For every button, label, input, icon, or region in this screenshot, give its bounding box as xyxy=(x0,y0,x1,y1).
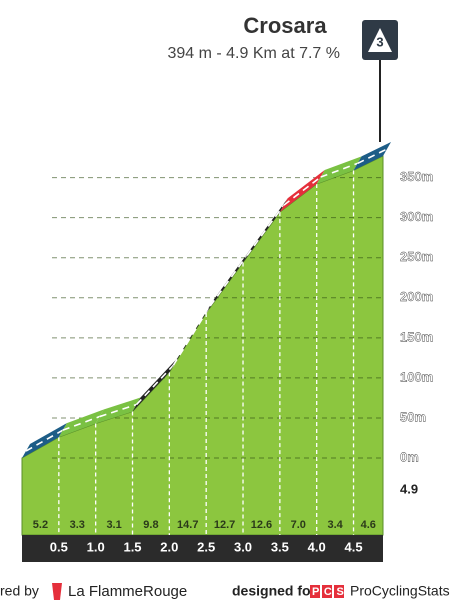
gradient-label: 3.3 xyxy=(70,519,85,531)
road-centerline xyxy=(357,148,388,165)
road-segment xyxy=(58,409,104,438)
road-segment xyxy=(22,423,67,458)
footer-text: designed for xyxy=(232,583,317,599)
x-tick-label: 4.0 xyxy=(308,539,326,554)
y-tick-label: 0m xyxy=(400,449,419,464)
gradient-label: 7.0 xyxy=(291,519,306,531)
road-segment xyxy=(279,170,325,213)
plot: 0m 50m 100m 150m 200m 250m 300m 350m 0.5 1.0 1.5 2.… xyxy=(21,20,433,562)
pcs-box xyxy=(322,585,332,598)
x-tick-label: 4.5 xyxy=(344,539,362,554)
road-centerline xyxy=(62,415,100,431)
brand-logo xyxy=(52,583,62,600)
brand-name: La FlammeRouge xyxy=(68,583,187,600)
elevation-area xyxy=(21,155,384,536)
gradient-label: 14.7 xyxy=(177,519,198,531)
base-band xyxy=(22,535,383,562)
pcs-box xyxy=(334,585,344,598)
y-tick-label: 350m xyxy=(400,169,433,184)
y-tick-label: 150m xyxy=(400,329,433,344)
road-centerline xyxy=(283,176,322,206)
chart-subtitle: 394 m - 4.9 Km at 7.7 % xyxy=(167,45,340,62)
gradient-label: 4.6 xyxy=(361,519,376,531)
total-distance: 4.9 xyxy=(400,481,418,496)
road-centerline xyxy=(209,255,248,307)
gradient-label: 5.2 xyxy=(33,519,48,531)
road-centerline xyxy=(246,204,285,257)
x-tick-label: 1.5 xyxy=(123,539,141,554)
gradient-label: 12.7 xyxy=(214,519,235,531)
gradient-label: 12.6 xyxy=(251,519,272,531)
y-tick-label: 250m xyxy=(400,249,433,264)
y-tick-label: 100m xyxy=(400,369,433,384)
x-tick-label: 1.0 xyxy=(87,539,105,554)
x-tick-label: 2.0 xyxy=(160,539,178,554)
site-name: ProCyclingStats xyxy=(350,583,450,599)
road-centerline xyxy=(99,403,137,418)
y-tick-label: 50m xyxy=(400,409,426,424)
gradient-label: 3.4 xyxy=(327,519,343,531)
x-tick-label: 3.5 xyxy=(271,539,289,554)
chart-title: Crosara xyxy=(243,13,327,38)
x-tick-label: 0.5 xyxy=(50,539,68,554)
road-segment xyxy=(316,156,362,185)
road-centerline xyxy=(135,364,174,406)
y-tick-label: 200m xyxy=(400,289,433,304)
footer-text: red by xyxy=(0,583,39,599)
road-segment xyxy=(95,397,141,424)
category-label: 3 xyxy=(376,34,383,49)
pcs-logo: PCS xyxy=(312,586,348,598)
x-tick-label: 3.0 xyxy=(234,539,252,554)
road-centerline xyxy=(320,162,358,178)
x-tick-label: 2.5 xyxy=(197,539,215,554)
y-tick-label: 300m xyxy=(400,209,433,224)
gradient-label: 9.8 xyxy=(143,519,158,531)
badge-mountain xyxy=(368,28,392,52)
pcs-box xyxy=(310,585,320,598)
gradient-label: 3.1 xyxy=(106,519,121,531)
